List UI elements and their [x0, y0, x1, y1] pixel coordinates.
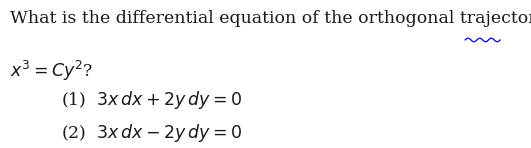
Text: What is the differential equation of the orthogonal trajectories of: What is the differential equation of the… [10, 10, 531, 27]
Text: (2)  $3x\,dx - 2y\,dy = 0$: (2) $3x\,dx - 2y\,dy = 0$ [61, 122, 242, 144]
Text: (1)  $3x\,dx + 2y\,dy = 0$: (1) $3x\,dx + 2y\,dy = 0$ [61, 89, 242, 111]
Text: $x^3 = Cy^2$?: $x^3 = Cy^2$? [10, 59, 92, 83]
